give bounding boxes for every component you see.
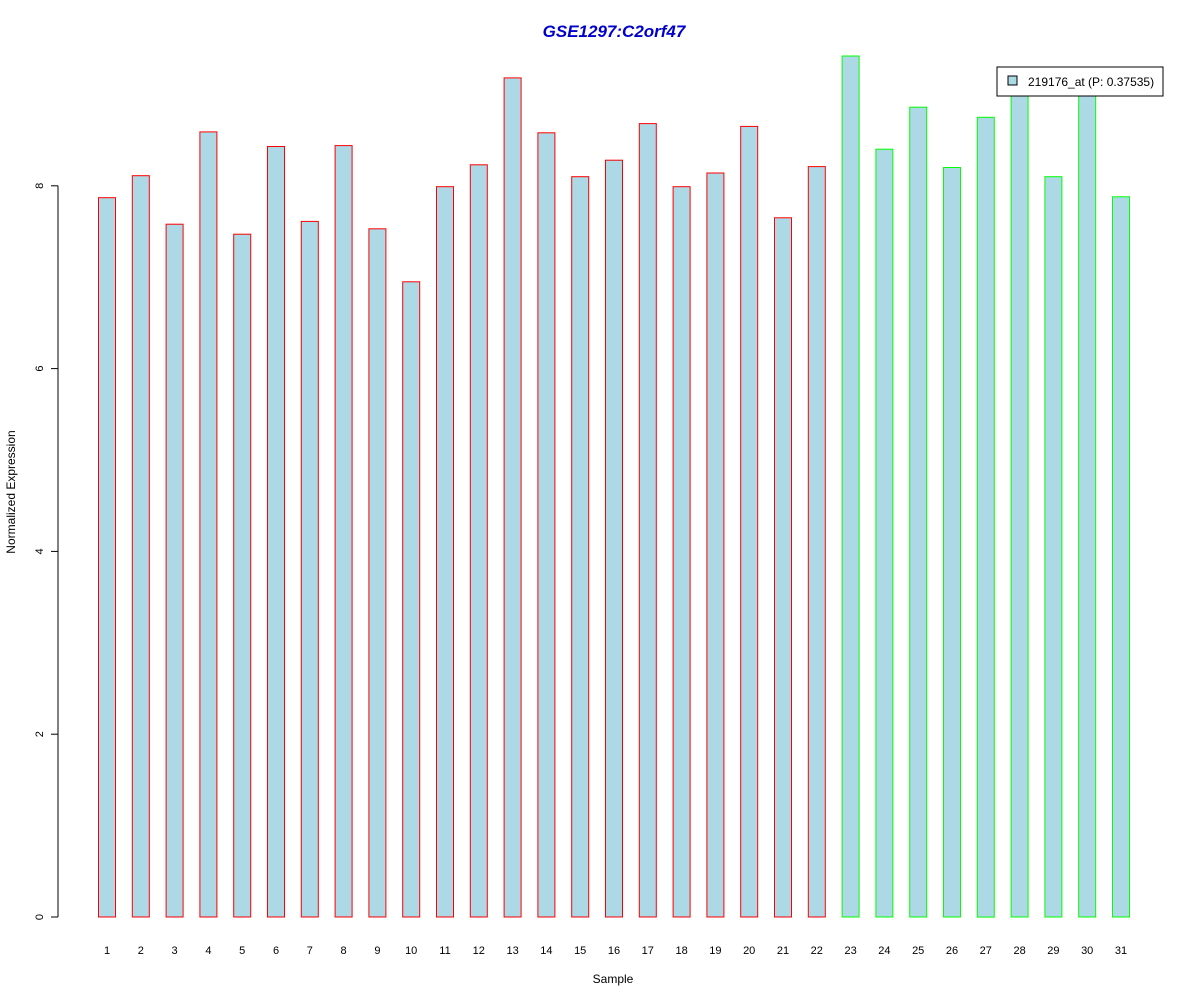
y-axis-label: Normalized Expression (4, 430, 18, 553)
x-tick-label: 8 (341, 945, 347, 957)
bar-sample-7 (300, 220, 319, 918)
bar-sample-26 (943, 167, 961, 918)
x-tick-label: 27 (980, 945, 992, 957)
bar-sample-25 (909, 106, 928, 918)
chart-title: GSE1297:C2orf47 (543, 22, 687, 41)
bar-sample-13 (503, 77, 522, 918)
x-tick-label: 24 (878, 945, 890, 957)
y-tick-label: 2 (34, 731, 46, 737)
legend-swatch (1007, 75, 1018, 86)
x-tick-label: 28 (1013, 945, 1025, 957)
x-tick-label: 25 (912, 945, 924, 957)
bar-sample-17 (638, 123, 657, 918)
legend: 219176_at (P: 0.37535) (996, 66, 1164, 97)
bar-sample-19 (706, 172, 725, 918)
bars (98, 55, 1130, 918)
bar-sample-5 (233, 233, 252, 918)
bar-sample-24 (875, 148, 894, 918)
x-tick-label: 4 (205, 945, 211, 957)
x-tick-label: 17 (642, 945, 654, 957)
legend-box (996, 66, 1164, 97)
x-tick-label: 29 (1047, 945, 1059, 957)
x-tick-label: 13 (506, 945, 518, 957)
x-tick-label: 30 (1081, 945, 1093, 957)
x-axis-label: Sample (593, 972, 634, 986)
x-tick-label: 11 (439, 945, 450, 957)
x-tick-label: 2 (138, 945, 144, 957)
bar-sample-16 (605, 159, 623, 918)
y-tick-label: 6 (34, 366, 46, 372)
x-tick-label: 31 (1115, 945, 1127, 957)
bar-sample-29 (1044, 176, 1063, 918)
y-tick-label: 8 (34, 183, 46, 189)
bar-sample-23 (841, 55, 860, 918)
bar-sample-11 (436, 186, 454, 918)
legend-label: 219176_at (P: 0.37535) (1028, 75, 1154, 89)
x-tick-label: 5 (239, 945, 245, 957)
x-tick-label: 12 (473, 945, 485, 957)
bar-sample-12 (469, 164, 488, 918)
bar-sample-31 (1112, 196, 1130, 918)
bar-sample-27 (976, 116, 995, 918)
x-tick-label: 23 (844, 945, 856, 957)
x-tick-label: 3 (172, 945, 178, 957)
x-tick-label: 9 (374, 945, 380, 957)
y-tick-label: 4 (34, 548, 46, 554)
x-tick-label: 21 (777, 945, 789, 957)
x-tick-label: 26 (946, 945, 958, 957)
bar-sample-28 (1010, 93, 1029, 918)
y-tick-label: 0 (34, 914, 46, 920)
bar-sample-30 (1078, 93, 1097, 918)
x-tick-label: 20 (743, 945, 755, 957)
bar-sample-10 (402, 281, 421, 918)
x-tick-labels: 1 2 3 4 5 6 7 8 9 10 11 12 13 14 15 16 17 18 19 20 21 22 23 24 2… (104, 945, 1127, 957)
x-tick-label: 10 (405, 945, 417, 957)
y-axis: 0 2 4 6 8 (34, 183, 59, 920)
bar-sample-8 (334, 145, 353, 918)
bar-sample-15 (571, 176, 590, 918)
bar-sample-14 (537, 132, 556, 918)
x-tick-label: 19 (709, 945, 721, 957)
bar-sample-9 (368, 228, 387, 918)
bar-sample-20 (740, 125, 759, 918)
bar-sample-4 (199, 131, 218, 918)
x-tick-label: 14 (540, 945, 552, 957)
bar-sample-18 (672, 186, 691, 918)
bar-sample-2 (131, 175, 150, 918)
x-tick-label: 16 (608, 945, 620, 957)
bar-sample-1 (98, 197, 116, 918)
x-tick-label: 6 (273, 945, 279, 957)
bar-sample-22 (807, 166, 826, 918)
x-tick-label: 15 (574, 945, 586, 957)
bar-sample-6 (267, 146, 285, 918)
bar-sample-3 (165, 223, 184, 918)
x-tick-label: 18 (675, 945, 687, 957)
bar-sample-21 (774, 217, 792, 918)
x-tick-label: 22 (811, 945, 823, 957)
x-tick-label: 1 (104, 945, 110, 957)
x-tick-label: 7 (307, 945, 313, 957)
